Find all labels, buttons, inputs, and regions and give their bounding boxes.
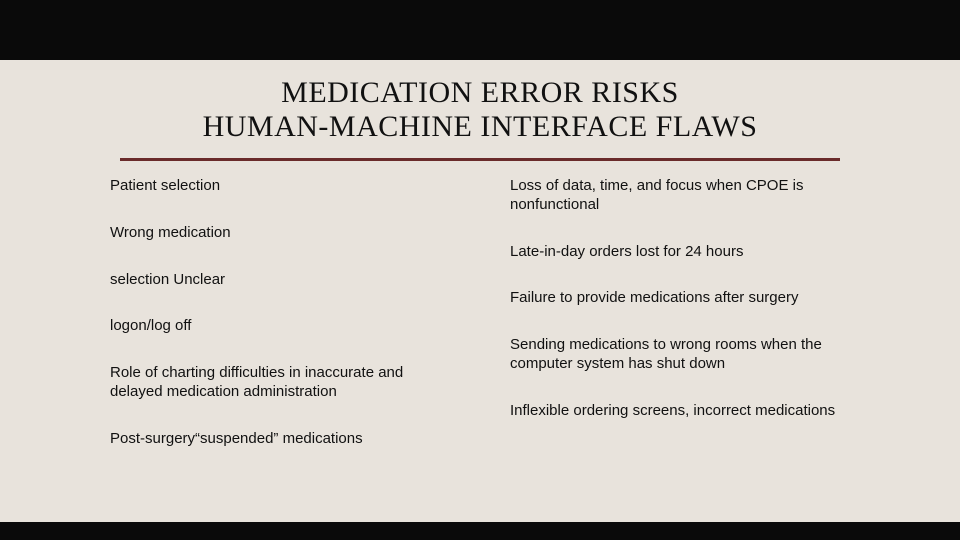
list-item: Role of charting difficulties in inaccur…: [110, 364, 450, 402]
title-line-1: MEDICATION ERROR RISKS: [120, 76, 840, 110]
list-item: Failure to provide medications after sur…: [510, 289, 850, 308]
right-column: Loss of data, time, and focus when CPOE …: [510, 177, 850, 476]
list-item: Sending medications to wrong rooms when …: [510, 336, 850, 374]
content-columns: Patient selection Wrong medication selec…: [0, 161, 960, 476]
list-item: Inflexible ordering screens, incorrect m…: [510, 402, 850, 421]
list-item: logon/log off: [110, 317, 450, 336]
slide-title: MEDICATION ERROR RISKS HUMAN-MACHINE INT…: [0, 60, 960, 154]
list-item: Late-in-day orders lost for 24 hours: [510, 243, 850, 262]
bottom-bar: [0, 522, 960, 540]
list-item: Post-surgery“suspended” medications: [110, 430, 450, 449]
list-item: Loss of data, time, and focus when CPOE …: [510, 177, 850, 215]
top-bar: [0, 0, 960, 60]
list-item: selection Unclear: [110, 271, 450, 290]
left-column: Patient selection Wrong medication selec…: [110, 177, 450, 476]
list-item: Wrong medication: [110, 224, 450, 243]
title-line-2: HUMAN-MACHINE INTERFACE FLAWS: [120, 110, 840, 144]
list-item: Patient selection: [110, 177, 450, 196]
